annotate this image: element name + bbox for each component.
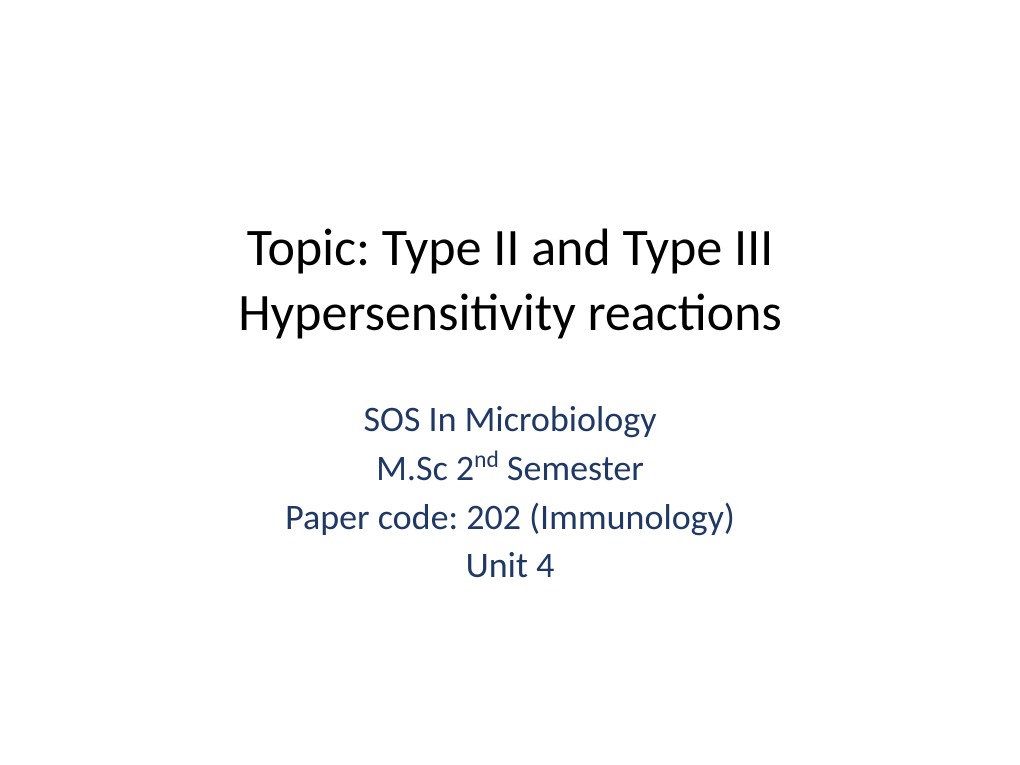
slide-title: Topic: Type II and Type III Hypersensiti…: [85, 215, 935, 345]
subtitle-line-2-sup: nd: [474, 446, 499, 474]
subtitle-line-4: Unit 4: [285, 541, 735, 590]
slide-subtitle: SOS In Microbiology M.Sc 2nd Semester Pa…: [285, 395, 735, 589]
subtitle-line-2: M.Sc 2nd Semester: [285, 444, 735, 493]
subtitle-line-2-pre: M.Sc 2: [376, 446, 474, 490]
subtitle-line-2-post: Semester: [499, 446, 644, 490]
subtitle-line-3: Paper code: 202 (Immunology): [285, 493, 735, 542]
subtitle-line-1: SOS In Microbiology: [285, 395, 735, 444]
